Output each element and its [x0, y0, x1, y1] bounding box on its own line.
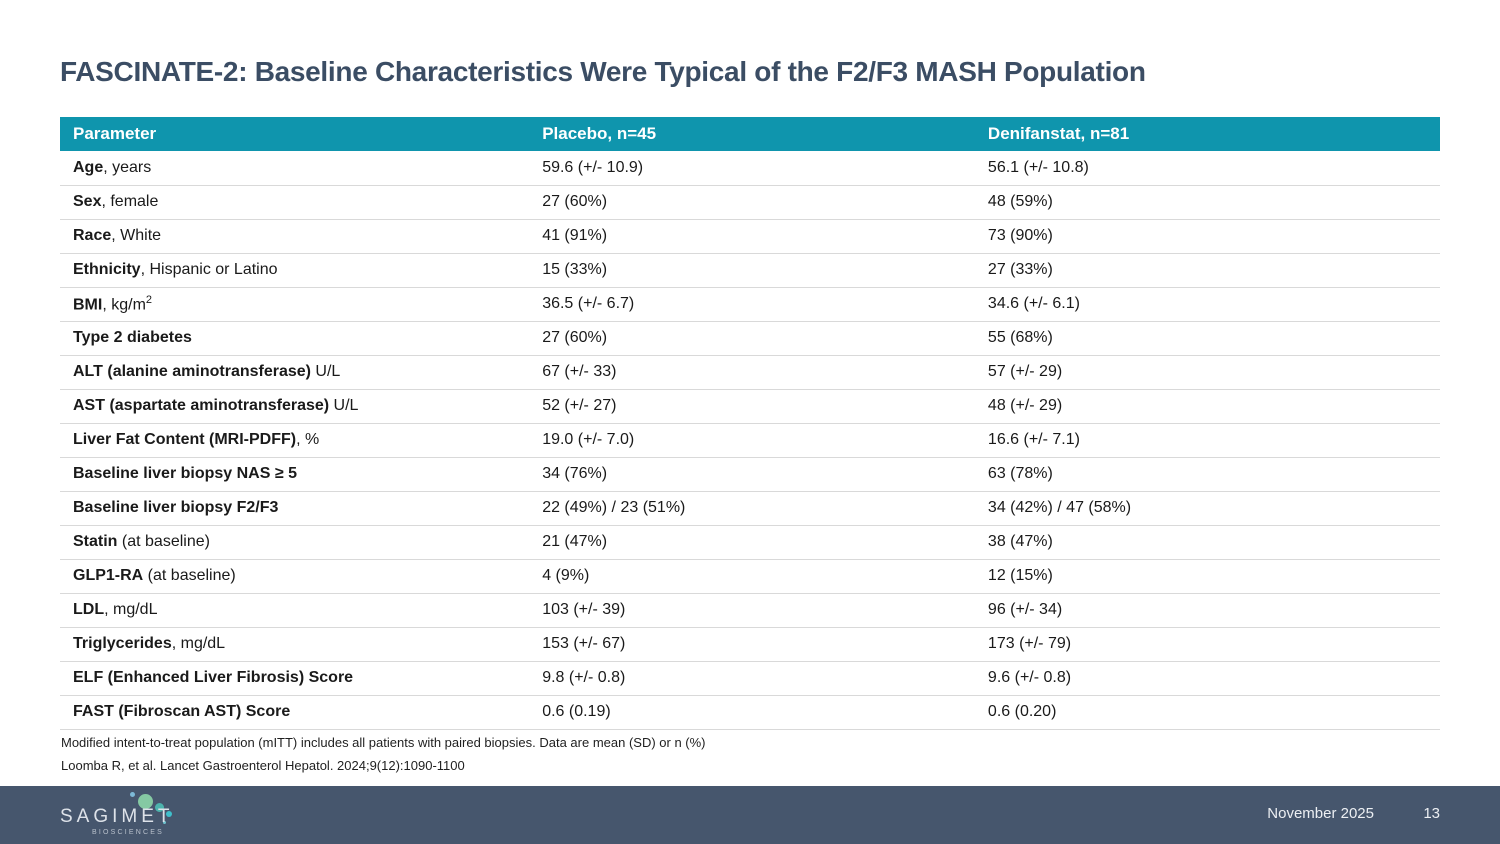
- footer-date: November 2025: [1267, 805, 1374, 822]
- placebo-value-cell: 103 (+/- 39): [529, 593, 975, 628]
- logo-dot-icon: [163, 821, 166, 824]
- placebo-value-cell: 153 (+/- 67): [529, 627, 975, 662]
- parameter-cell: Triglycerides, mg/dL: [60, 627, 530, 662]
- placebo-value-cell: 15 (33%): [529, 253, 975, 288]
- logo-wordmark: SAGIMET: [60, 806, 174, 827]
- denifanstat-value-cell: 73 (90%): [974, 219, 1440, 254]
- denifanstat-value-cell: 38 (47%): [974, 525, 1440, 560]
- parameter-cell: FAST (Fibroscan AST) Score: [60, 695, 530, 730]
- placebo-value-cell: 67 (+/- 33): [529, 355, 975, 390]
- denifanstat-value-cell: 12 (15%): [974, 559, 1440, 594]
- denifanstat-value-cell: 56.1 (+/- 10.8): [974, 151, 1440, 186]
- parameter-cell: Type 2 diabetes: [60, 321, 530, 356]
- parameter-cell: Baseline liver biopsy F2/F3: [60, 491, 530, 526]
- table-row: FAST (Fibroscan AST) Score 0.6 (0.19) 0.6 …: [60, 695, 1440, 730]
- parameter-cell: Baseline liver biopsy NAS ≥ 5: [60, 457, 530, 492]
- placebo-value-cell: 41 (91%): [529, 219, 975, 254]
- denifanstat-value-cell: 48 (59%): [974, 185, 1440, 220]
- parameter-cell: GLP1-RA (at baseline): [60, 559, 530, 594]
- table-row: AST (aspartate aminotransferase) U/L 52 (…: [60, 389, 1440, 424]
- table-body: Age, years 59.6 (+/- 10.9) 56.1 (+/- 10.8)…: [60, 151, 1440, 730]
- logo-dot-icon: [130, 792, 135, 797]
- footnote-citation: Loomba R, et al. Lancet Gastroenterol He…: [61, 758, 465, 773]
- logo-dot-icon: [166, 811, 172, 817]
- denifanstat-value-cell: 27 (33%): [974, 253, 1440, 288]
- denifanstat-value-cell: 16.6 (+/- 7.1): [974, 423, 1440, 458]
- table-row: BMI, kg/m2 36.5 (+/- 6.7) 34.6 (+/- 6.1): [60, 287, 1440, 322]
- placebo-value-cell: 59.6 (+/- 10.9): [529, 151, 975, 186]
- table-row: Sex, female 27 (60%) 48 (59%): [60, 185, 1440, 220]
- parameter-cell: Liver Fat Content (MRI-PDFF), %: [60, 423, 530, 458]
- denifanstat-value-cell: 55 (68%): [974, 321, 1440, 356]
- denifanstat-value-cell: 34 (42%) / 47 (58%): [974, 491, 1440, 526]
- table-header: Parameter Placebo, n=45 Denifanstat, n=8…: [60, 117, 1440, 151]
- placebo-value-cell: 4 (9%): [529, 559, 975, 594]
- table-row: ELF (Enhanced Liver Fibrosis) Score 9.8 (…: [60, 661, 1440, 696]
- baseline-characteristics-table: Parameter Placebo, n=45 Denifanstat, n=8…: [60, 117, 1440, 730]
- placebo-value-cell: 21 (47%): [529, 525, 975, 560]
- parameter-cell: BMI, kg/m2: [60, 287, 530, 322]
- sagimet-logo: SAGIMET BIOSCIENCES: [60, 792, 190, 842]
- parameter-cell: ALT (alanine aminotransferase) U/L: [60, 355, 530, 390]
- placebo-value-cell: 34 (76%): [529, 457, 975, 492]
- denifanstat-value-cell: 9.6 (+/- 0.8): [974, 661, 1440, 696]
- table-row: Ethnicity, Hispanic or Latino 15 (33%) 27 …: [60, 253, 1440, 288]
- table-row: Baseline liver biopsy F2/F3 22 (49%) / 23…: [60, 491, 1440, 526]
- placebo-value-cell: 27 (60%): [529, 321, 975, 356]
- parameter-cell: Sex, female: [60, 185, 530, 220]
- denifanstat-value-cell: 34.6 (+/- 6.1): [974, 287, 1440, 322]
- logo-dot-icon: [155, 803, 164, 812]
- placebo-value-cell: 22 (49%) / 23 (51%): [529, 491, 975, 526]
- placebo-value-cell: 27 (60%): [529, 185, 975, 220]
- page-title: FASCINATE-2: Baseline Characteristics We…: [60, 56, 1146, 87]
- denifanstat-value-cell: 63 (78%): [974, 457, 1440, 492]
- footer-bar: SAGIMET BIOSCIENCES November 2025 13: [0, 786, 1500, 844]
- table-row: Baseline liver biopsy NAS ≥ 5 34 (76%) 63 …: [60, 457, 1440, 492]
- footnote-mitt: Modified intent-to-treat population (mIT…: [61, 735, 706, 750]
- parameter-cell: LDL, mg/dL: [60, 593, 530, 628]
- placebo-value-cell: 9.8 (+/- 0.8): [529, 661, 975, 696]
- denifanstat-value-cell: 57 (+/- 29): [974, 355, 1440, 390]
- parameter-cell: Ethnicity, Hispanic or Latino: [60, 253, 530, 288]
- parameter-cell: ELF (Enhanced Liver Fibrosis) Score: [60, 661, 530, 696]
- column-header-placebo: Placebo, n=45: [529, 117, 975, 151]
- table-row: Liver Fat Content (MRI-PDFF), % 19.0 (+/-…: [60, 423, 1440, 458]
- page-number: 13: [1423, 805, 1440, 822]
- parameter-cell: Statin (at baseline): [60, 525, 530, 560]
- placebo-value-cell: 36.5 (+/- 6.7): [529, 287, 975, 322]
- table-row: Age, years 59.6 (+/- 10.9) 56.1 (+/- 10.8): [60, 151, 1440, 186]
- column-header-denifanstat: Denifanstat, n=81: [974, 117, 1440, 151]
- table-row: Triglycerides, mg/dL 153 (+/- 67) 173 (+/-…: [60, 627, 1440, 662]
- placebo-value-cell: 19.0 (+/- 7.0): [529, 423, 975, 458]
- parameter-cell: AST (aspartate aminotransferase) U/L: [60, 389, 530, 424]
- table-row: LDL, mg/dL 103 (+/- 39) 96 (+/- 34): [60, 593, 1440, 628]
- table-row: Race, White 41 (91%) 73 (90%): [60, 219, 1440, 254]
- table-row: ALT (alanine aminotransferase) U/L 67 (+/…: [60, 355, 1440, 390]
- table-row: Type 2 diabetes 27 (60%) 55 (68%): [60, 321, 1440, 356]
- logo-dot-icon: [138, 794, 153, 809]
- denifanstat-value-cell: 96 (+/- 34): [974, 593, 1440, 628]
- table-row: GLP1-RA (at baseline) 4 (9%) 12 (15%): [60, 559, 1440, 594]
- placebo-value-cell: 0.6 (0.19): [529, 695, 975, 730]
- logo-subtext: BIOSCIENCES: [92, 829, 165, 836]
- placebo-value-cell: 52 (+/- 27): [529, 389, 975, 424]
- denifanstat-value-cell: 0.6 (0.20): [974, 695, 1440, 730]
- parameter-cell: Age, years: [60, 151, 530, 186]
- table-row: Statin (at baseline) 21 (47%) 38 (47%): [60, 525, 1440, 560]
- denifanstat-value-cell: 48 (+/- 29): [974, 389, 1440, 424]
- column-header-parameter: Parameter: [60, 117, 530, 151]
- denifanstat-value-cell: 173 (+/- 79): [974, 627, 1440, 662]
- parameter-cell: Race, White: [60, 219, 530, 254]
